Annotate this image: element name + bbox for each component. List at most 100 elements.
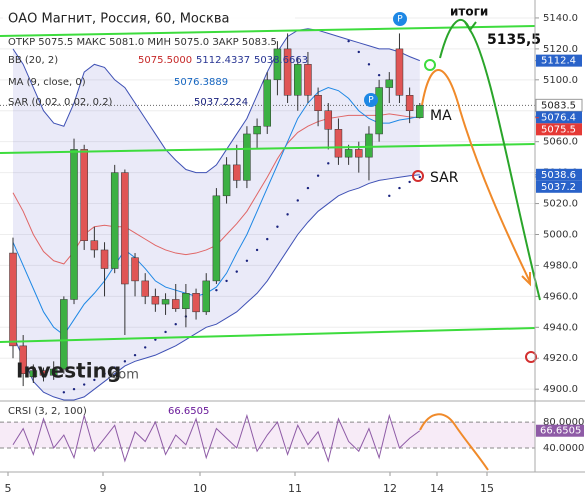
candle-body bbox=[232, 164, 241, 181]
sar-dot bbox=[255, 248, 259, 252]
y-tick-label: 4900.0 bbox=[543, 384, 578, 395]
candle-body bbox=[334, 129, 343, 158]
sar-dot bbox=[245, 259, 249, 262]
p-text: P bbox=[368, 96, 374, 106]
arrow-head bbox=[521, 272, 531, 287]
sar-dot bbox=[266, 237, 269, 241]
candle-body bbox=[365, 133, 373, 158]
y-tick-label: 4940.0 bbox=[543, 322, 578, 333]
x-tick-label: 15 bbox=[480, 482, 494, 495]
y-tick-label: 5100.0 bbox=[543, 75, 578, 86]
circle bbox=[412, 170, 424, 182]
bb-value: 5112.4337 bbox=[196, 55, 250, 66]
candle-body bbox=[182, 293, 190, 309]
sar-dot bbox=[164, 330, 167, 334]
candle-body bbox=[100, 249, 109, 269]
watermark: .com bbox=[107, 368, 139, 383]
crsi-legend: CRSI (3, 2, 100) bbox=[8, 406, 87, 417]
ma-value: 5076.3889 bbox=[174, 77, 228, 88]
candle-body bbox=[344, 149, 353, 158]
candle-body bbox=[80, 149, 88, 241]
sar-dot bbox=[276, 225, 279, 228]
sar-dot bbox=[113, 366, 116, 369]
annotation: итоги bbox=[450, 5, 488, 19]
candle-body bbox=[29, 370, 38, 378]
candle-body bbox=[131, 257, 139, 282]
sar-dot bbox=[103, 372, 106, 375]
x-tick-label: 14 bbox=[430, 482, 444, 495]
price-badge bbox=[536, 168, 582, 181]
ma-line bbox=[12, 87, 420, 336]
sar-dot bbox=[72, 387, 76, 391]
sar-dot bbox=[215, 288, 218, 292]
bb-upper bbox=[12, 28, 420, 174]
price-label: 5037.2 bbox=[541, 182, 576, 193]
crsi-value: 66.6505 bbox=[168, 406, 209, 417]
candle-body bbox=[253, 125, 261, 135]
annotation: SAR bbox=[430, 170, 459, 186]
sar-legend: SAR (0.02, 0.02, 0.2) bbox=[8, 97, 113, 108]
legend-bg bbox=[3, 10, 295, 26]
candle-body bbox=[171, 299, 180, 309]
p-text: P bbox=[397, 15, 403, 25]
ma-legend: MA (9, close, 0) bbox=[8, 77, 86, 88]
orange-arrow bbox=[421, 69, 531, 283]
price-badge bbox=[536, 180, 582, 193]
trend-line bbox=[0, 25, 536, 37]
candle-body bbox=[141, 280, 149, 297]
sar-dot bbox=[388, 194, 391, 198]
candle-body bbox=[192, 293, 200, 313]
sar-dot bbox=[418, 175, 421, 179]
candle-body bbox=[202, 280, 210, 313]
bb-value: 5075.5000 bbox=[138, 55, 192, 66]
y-tick-label: 5120.0 bbox=[543, 44, 578, 55]
sar-dot bbox=[296, 199, 299, 202]
sar-dot bbox=[62, 391, 66, 394]
y-tick-label: 5140.0 bbox=[543, 13, 578, 24]
sar-dot bbox=[327, 162, 330, 165]
candle-body bbox=[324, 110, 333, 130]
sar-dot bbox=[306, 186, 310, 190]
sar-dot bbox=[347, 39, 350, 43]
candle-body bbox=[9, 252, 17, 347]
candle-body bbox=[395, 48, 404, 96]
price-badge bbox=[536, 111, 582, 124]
candle-body bbox=[212, 195, 221, 282]
sar-dot bbox=[316, 174, 320, 177]
p-badge bbox=[364, 93, 378, 107]
candle-body bbox=[60, 299, 68, 370]
y-tick-label: 4960.0 bbox=[543, 291, 578, 302]
candle-body bbox=[151, 296, 160, 305]
candle-body bbox=[416, 105, 424, 118]
sar-dot bbox=[133, 353, 137, 357]
green-arrow bbox=[439, 18, 541, 301]
drawings bbox=[0, 18, 541, 471]
x-tick-label: 5 bbox=[5, 482, 12, 495]
annotation: 5135,5 bbox=[487, 32, 541, 48]
price-label: 5083.5 bbox=[541, 100, 576, 111]
annotation: MA bbox=[430, 108, 452, 124]
sar-dot bbox=[225, 279, 228, 283]
sar-value: 5037.2224 bbox=[194, 97, 248, 108]
candle-body bbox=[294, 64, 302, 96]
crsi-tick-label: 80.0000 bbox=[543, 417, 584, 428]
sar-dot bbox=[93, 378, 96, 382]
sar-dot bbox=[235, 270, 238, 273]
target-mark bbox=[464, 21, 477, 32]
circle bbox=[424, 59, 436, 71]
sar-dot bbox=[82, 383, 86, 386]
price-label: 5076.4 bbox=[541, 112, 576, 123]
crsi-badge bbox=[536, 424, 584, 437]
y-tick-label: 5000.0 bbox=[543, 229, 578, 240]
sar-dot bbox=[144, 346, 147, 349]
sar-dot bbox=[154, 338, 157, 341]
y-tick-label: 5060.0 bbox=[543, 137, 578, 148]
bb-lower bbox=[12, 174, 420, 401]
candle-body bbox=[314, 95, 322, 112]
sar-dot bbox=[408, 180, 411, 184]
candle-body bbox=[70, 149, 78, 300]
y-tick-label: 4920.0 bbox=[543, 353, 578, 364]
sar-dot bbox=[398, 186, 401, 190]
y-tick-label: 4980.0 bbox=[543, 260, 578, 271]
